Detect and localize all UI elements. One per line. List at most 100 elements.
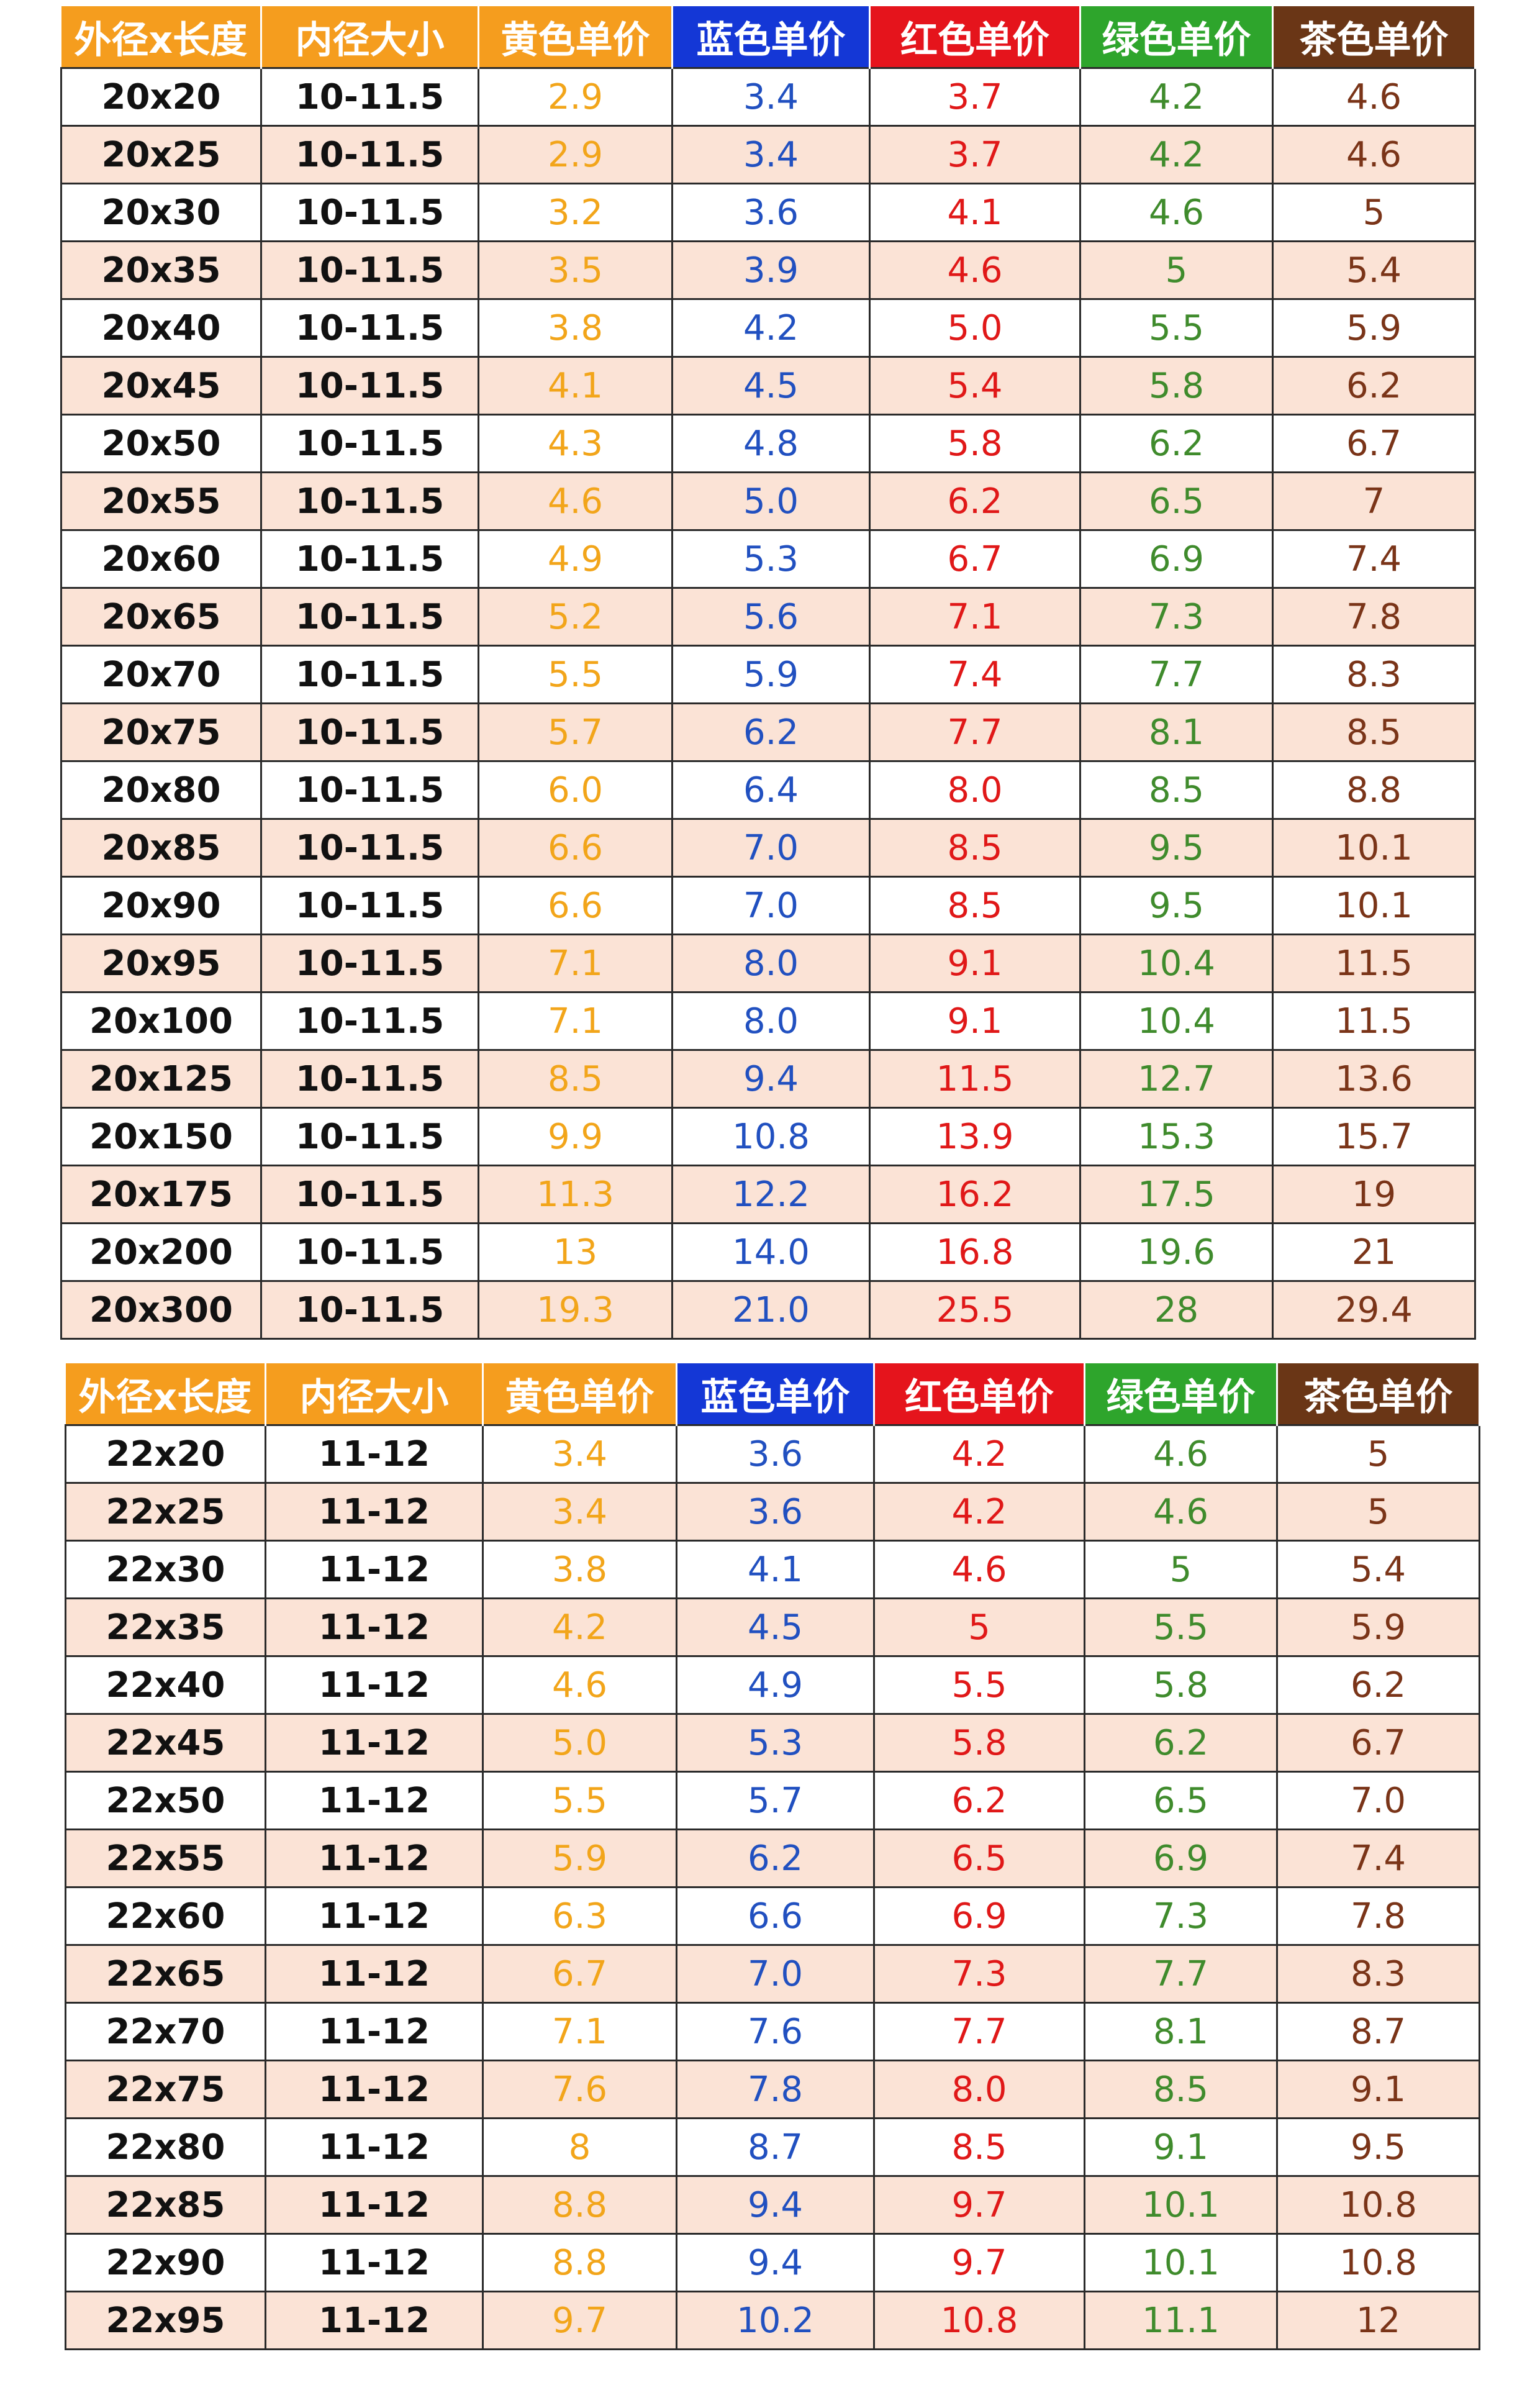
header-brown-price: 茶色单价	[1272, 6, 1476, 68]
green-price-cell: 10.1	[1084, 2175, 1278, 2235]
green-price-cell: 9.5	[1079, 818, 1274, 878]
price-table-22mm: 外径x长度 内径大小 黄色单价 蓝色单价 红色单价 绿色单价 茶色单价 22x2…	[65, 1363, 1480, 2350]
red-price-cell: 5	[873, 1597, 1085, 1657]
blue-price-cell: 21.0	[671, 1280, 871, 1340]
size-cell: 22x65	[65, 1944, 266, 2004]
blue-price-cell: 8.0	[671, 991, 871, 1051]
blue-price-cell: 4.8	[671, 414, 871, 473]
table-row: 20x125 10-11.5 8.5 9.4 11.5 12.7 13.6	[60, 1049, 1476, 1109]
header-red-price: 红色单价	[874, 1363, 1085, 1425]
header-yellow-price: 黄色单价	[478, 6, 673, 68]
blue-price-cell: 6.4	[671, 760, 871, 820]
table-row: 22x95 11-12 9.7 10.2 10.8 11.1 12	[65, 2291, 1480, 2350]
inner-diameter-cell: 11-12	[265, 2117, 484, 2177]
green-price-cell: 9.5	[1079, 876, 1274, 935]
green-price-cell: 8.1	[1084, 2002, 1278, 2061]
red-price-cell: 10.8	[873, 2291, 1085, 2350]
brown-price-cell: 5.9	[1276, 1597, 1480, 1657]
brown-price-cell: 7	[1272, 471, 1476, 531]
yellow-price-cell: 5.9	[482, 1828, 677, 1888]
red-price-cell: 9.1	[869, 991, 1081, 1051]
table-row: 22x80 11-12 8 8.7 8.5 9.1 9.5	[65, 2117, 1480, 2177]
price-table-20mm: 外径x长度 内径大小 黄色单价 蓝色单价 红色单价 绿色单价 茶色单价 20x2…	[60, 6, 1476, 1340]
size-cell: 22x85	[65, 2175, 266, 2235]
size-cell: 20x25	[60, 125, 262, 184]
inner-diameter-cell: 10-11.5	[260, 1107, 479, 1166]
brown-price-cell: 11.5	[1272, 934, 1476, 993]
blue-price-cell: 3.4	[671, 125, 871, 184]
size-cell: 20x80	[60, 760, 262, 820]
size-cell: 22x55	[65, 1828, 266, 1888]
blue-price-cell: 7.6	[676, 2002, 875, 2061]
size-cell: 20x300	[60, 1280, 262, 1340]
brown-price-cell: 4.6	[1272, 67, 1476, 127]
yellow-price-cell: 5.5	[478, 645, 673, 704]
inner-diameter-cell: 11-12	[265, 1944, 484, 2004]
inner-diameter-cell: 10-11.5	[260, 587, 479, 647]
table-row: 20x50 10-11.5 4.3 4.8 5.8 6.2 6.7	[60, 414, 1476, 473]
yellow-price-cell: 4.2	[482, 1597, 677, 1657]
inner-diameter-cell: 10-11.5	[260, 760, 479, 820]
red-price-cell: 9.1	[869, 934, 1081, 993]
blue-price-cell: 14.0	[671, 1222, 871, 1282]
green-price-cell: 5	[1079, 240, 1274, 300]
table-row: 22x65 11-12 6.7 7.0 7.3 7.7 8.3	[65, 1944, 1480, 2004]
red-price-cell: 6.2	[873, 1771, 1085, 1830]
size-cell: 20x30	[60, 183, 262, 242]
table-header-row: 外径x长度 内径大小 黄色单价 蓝色单价 红色单价 绿色单价 茶色单价	[61, 6, 1476, 68]
blue-price-cell: 3.6	[671, 183, 871, 242]
blue-price-cell: 7.0	[671, 876, 871, 935]
brown-price-cell: 29.4	[1272, 1280, 1476, 1340]
yellow-price-cell: 3.8	[478, 298, 673, 358]
red-price-cell: 7.4	[869, 645, 1081, 704]
inner-diameter-cell: 10-11.5	[260, 818, 479, 878]
table-row: 20x55 10-11.5 4.6 5.0 6.2 6.5 7	[60, 471, 1476, 531]
size-cell: 20x95	[60, 934, 262, 993]
brown-price-cell: 7.4	[1272, 529, 1476, 589]
table-row: 20x20 10-11.5 2.9 3.4 3.7 4.2 4.6	[60, 67, 1476, 127]
green-price-cell: 19.6	[1079, 1222, 1274, 1282]
table-row: 22x90 11-12 8.8 9.4 9.7 10.1 10.8	[65, 2233, 1480, 2292]
table-row: 22x85 11-12 8.8 9.4 9.7 10.1 10.8	[65, 2175, 1480, 2235]
red-price-cell: 16.8	[869, 1222, 1081, 1282]
table-row: 20x200 10-11.5 13 14.0 16.8 19.6 21	[60, 1222, 1476, 1282]
blue-price-cell: 10.8	[671, 1107, 871, 1166]
header-red-price: 红色单价	[869, 6, 1081, 68]
red-price-cell: 6.2	[869, 471, 1081, 531]
green-price-cell: 7.3	[1084, 1886, 1278, 1946]
header-brown-price: 茶色单价	[1277, 1363, 1480, 1425]
inner-diameter-cell: 11-12	[265, 1482, 484, 1542]
size-cell: 20x85	[60, 818, 262, 878]
table-row: 22x25 11-12 3.4 3.6 4.2 4.6 5	[65, 1482, 1480, 1542]
yellow-price-cell: 9.9	[478, 1107, 673, 1166]
table-row: 20x175 10-11.5 11.3 12.2 16.2 17.5 19	[60, 1165, 1476, 1224]
red-price-cell: 5.4	[869, 356, 1081, 416]
yellow-price-cell: 19.3	[478, 1280, 673, 1340]
red-price-cell: 5.5	[873, 1655, 1085, 1715]
brown-price-cell: 21	[1272, 1222, 1476, 1282]
blue-price-cell: 5.0	[671, 471, 871, 531]
yellow-price-cell: 6.0	[478, 760, 673, 820]
size-cell: 22x50	[65, 1771, 266, 1830]
blue-price-cell: 7.0	[676, 1944, 875, 2004]
red-price-cell: 6.5	[873, 1828, 1085, 1888]
header-outer-length: 外径x长度	[65, 1363, 266, 1425]
size-cell: 20x75	[60, 702, 262, 762]
inner-diameter-cell: 10-11.5	[260, 298, 479, 358]
header-inner-diameter: 内径大小	[261, 6, 479, 68]
yellow-price-cell: 3.2	[478, 183, 673, 242]
green-price-cell: 8.1	[1079, 702, 1274, 762]
red-price-cell: 7.3	[873, 1944, 1085, 2004]
red-price-cell: 16.2	[869, 1165, 1081, 1224]
table-row: 22x35 11-12 4.2 4.5 5 5.5 5.9	[65, 1597, 1480, 1657]
size-cell: 22x20	[65, 1424, 266, 1484]
inner-diameter-cell: 11-12	[265, 2233, 484, 2292]
green-price-cell: 4.6	[1084, 1424, 1278, 1484]
red-price-cell: 4.2	[873, 1482, 1085, 1542]
yellow-price-cell: 3.4	[482, 1424, 677, 1484]
table-row: 20x300 10-11.5 19.3 21.0 25.5 28 29.4	[60, 1280, 1476, 1340]
green-price-cell: 5.5	[1079, 298, 1274, 358]
brown-price-cell: 5.4	[1272, 240, 1476, 300]
table-row: 22x70 11-12 7.1 7.6 7.7 8.1 8.7	[65, 2002, 1480, 2061]
yellow-price-cell: 5.5	[482, 1771, 677, 1830]
